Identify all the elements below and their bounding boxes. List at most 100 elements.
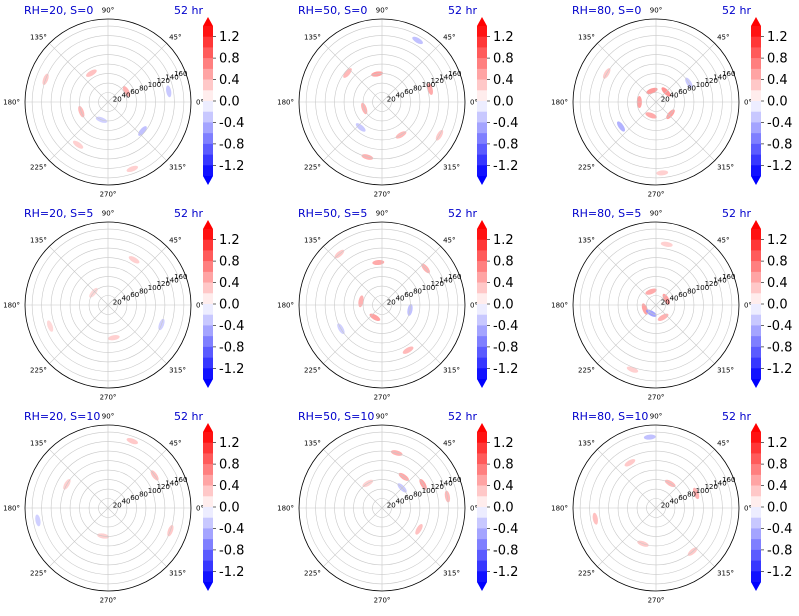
colorbar-extend-max bbox=[477, 220, 487, 229]
colorbar-level bbox=[477, 453, 487, 465]
colorbar-level bbox=[477, 133, 487, 145]
theta-tick-label: 0° bbox=[470, 302, 478, 310]
angular-gridline bbox=[655, 43, 715, 103]
angular-gridline bbox=[49, 304, 109, 364]
colorbar-tick-label: 0.8 bbox=[219, 255, 240, 270]
anomaly-patch bbox=[86, 69, 97, 77]
colorbar-level bbox=[751, 528, 761, 540]
colorbar-tick-label: 1.2 bbox=[493, 436, 514, 451]
theta-tick-label: 45° bbox=[443, 236, 455, 244]
colorbar-tick-label: 0.0 bbox=[493, 95, 514, 110]
r-tick-label: 20 bbox=[661, 298, 670, 306]
polar-panel: RH=50, S=0 52 hr 0° 45° 90° 135° 180° 225° 270° 3… bbox=[277, 4, 518, 199]
colorbar: 1.2 0.8 0.4 0.0 -0.4 -0.8 -1.2 bbox=[203, 17, 244, 185]
theta-tick-label: 270° bbox=[648, 191, 665, 199]
colorbar-level bbox=[751, 122, 761, 134]
theta-tick-label: 135° bbox=[304, 236, 321, 244]
panel-title-right: 52 hr bbox=[722, 207, 751, 220]
theta-tick-label: 270° bbox=[648, 394, 665, 402]
r-tick-label: 60 bbox=[404, 494, 413, 502]
colorbar-level bbox=[203, 68, 213, 80]
colorbar-level bbox=[477, 122, 487, 134]
angular-gridline bbox=[49, 246, 109, 306]
r-tick-label: 60 bbox=[404, 291, 413, 299]
colorbar-level bbox=[751, 250, 761, 262]
theta-tick-label: 180° bbox=[277, 505, 294, 513]
colorbar-level bbox=[203, 432, 213, 444]
theta-tick-label: 180° bbox=[551, 505, 568, 513]
theta-tick-label: 315° bbox=[717, 570, 734, 578]
colorbar-tick-label: 0.4 bbox=[493, 276, 514, 291]
colorbar-level bbox=[203, 239, 213, 251]
theta-tick-label: 90° bbox=[102, 7, 114, 15]
theta-tick-label: 180° bbox=[3, 302, 20, 310]
colorbar-tick-label: -0.8 bbox=[219, 340, 244, 355]
theta-tick-label: 90° bbox=[376, 413, 388, 421]
colorbar-level bbox=[203, 47, 213, 59]
theta-tick-label: 180° bbox=[277, 302, 294, 310]
colorbar-tick-label: -1.2 bbox=[767, 362, 792, 377]
polar-panel: RH=80, S=0 52 hr 0° 45° 90° 135° 180° 225° 270° 3… bbox=[551, 4, 792, 199]
polar-panel: RH=50, S=5 52 hr 0° 45° 90° 135° 180° 225° 270° 3… bbox=[277, 207, 518, 402]
colorbar-tick-label: 0.0 bbox=[219, 298, 240, 313]
r-tick-label: 160 bbox=[448, 273, 461, 281]
colorbar-level bbox=[477, 549, 487, 561]
anomaly-patch bbox=[660, 241, 673, 247]
panel-title-left: RH=80, S=5 bbox=[572, 207, 641, 220]
colorbar-tick-label: 1.2 bbox=[219, 233, 240, 248]
colorbar-level bbox=[751, 133, 761, 145]
theta-tick-label: 45° bbox=[717, 236, 729, 244]
theta-tick-label: 315° bbox=[443, 367, 460, 375]
colorbar-level bbox=[477, 239, 487, 251]
theta-tick-label: 180° bbox=[551, 99, 568, 107]
colorbar-level bbox=[751, 111, 761, 123]
colorbar-level bbox=[203, 464, 213, 476]
r-tick-label: 120 bbox=[431, 77, 444, 85]
colorbar-level bbox=[477, 517, 487, 529]
theta-tick-label: 270° bbox=[100, 597, 117, 605]
colorbar-level bbox=[203, 101, 213, 113]
colorbar-level bbox=[203, 304, 213, 316]
colorbar-tick-label: -1.2 bbox=[767, 159, 792, 174]
angular-gridline bbox=[107, 43, 167, 103]
r-tick-label: 100 bbox=[696, 284, 709, 292]
colorbar-tick-label: -1.2 bbox=[493, 362, 518, 377]
colorbar-tick-label: 0.8 bbox=[219, 52, 240, 67]
colorbar-tick-label: 0.8 bbox=[767, 255, 788, 270]
angular-gridline bbox=[597, 304, 657, 364]
colorbar-level bbox=[751, 36, 761, 48]
colorbar-extend-max bbox=[751, 17, 761, 26]
colorbar-tick-label: 0.0 bbox=[767, 501, 788, 516]
angular-gridline bbox=[323, 101, 383, 161]
panel-title-left: RH=20, S=10 bbox=[24, 410, 100, 423]
colorbar-tick-label: 0.4 bbox=[493, 73, 514, 88]
colorbar-level bbox=[477, 528, 487, 540]
panel-title-left: RH=50, S=5 bbox=[298, 207, 367, 220]
theta-tick-label: 90° bbox=[650, 413, 662, 421]
colorbar-tick-label: -0.4 bbox=[219, 319, 244, 334]
theta-tick-label: 45° bbox=[717, 33, 729, 41]
r-tick-label: 60 bbox=[678, 291, 687, 299]
colorbar-extend-min bbox=[203, 582, 213, 591]
anomaly-patch bbox=[692, 487, 700, 500]
angular-gridline bbox=[381, 449, 441, 509]
anomaly-patch bbox=[46, 320, 54, 332]
angular-gridline bbox=[107, 101, 167, 161]
colorbar-tick-label: -0.8 bbox=[767, 340, 792, 355]
colorbar-level bbox=[203, 346, 213, 358]
angular-gridline bbox=[107, 507, 167, 567]
colorbar-tick-label: -0.8 bbox=[493, 543, 518, 558]
colorbar-tick-label: -1.2 bbox=[767, 565, 792, 580]
colorbar-level bbox=[751, 325, 761, 337]
colorbar-level bbox=[203, 539, 213, 551]
panel-title-left: RH=80, S=0 bbox=[572, 4, 641, 17]
theta-tick-label: 45° bbox=[169, 439, 181, 447]
theta-tick-label: 135° bbox=[304, 33, 321, 41]
polar-outline bbox=[298, 18, 466, 186]
theta-tick-label: 225° bbox=[304, 164, 321, 172]
r-tick-label: 140 bbox=[439, 74, 452, 82]
theta-tick-label: 315° bbox=[717, 164, 734, 172]
angular-gridline bbox=[381, 246, 441, 306]
r-tick-label: 80 bbox=[413, 491, 422, 499]
r-tick-label: 100 bbox=[422, 284, 435, 292]
